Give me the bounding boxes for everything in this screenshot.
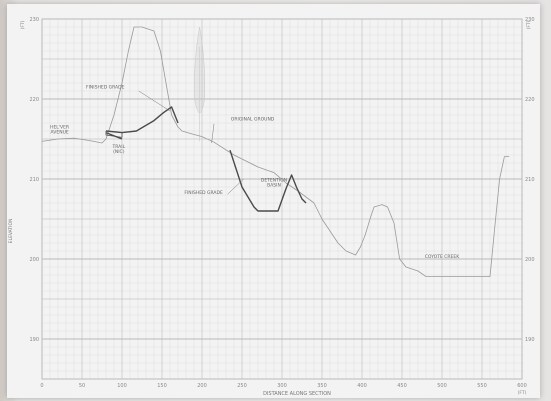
y-tick-label-left: 230 xyxy=(29,17,39,23)
annotation-label: COYOTE CREEK xyxy=(425,254,460,260)
y-axis-label: ELEVATION xyxy=(8,219,14,244)
y-tick-label-right: 190 xyxy=(525,337,535,343)
x-tick-label: 100 xyxy=(117,383,127,389)
y-tick-label-right: 230 xyxy=(525,17,535,23)
annotation-label-line2: BASIN xyxy=(267,182,281,188)
annotation-label: FINISHED GRADE xyxy=(184,190,223,196)
drawing-sheet: HEL'VER AVENUE FINISHED GRADE TRAIL (NIC) ORI… xyxy=(7,4,540,398)
y-tick-label-right: 200 xyxy=(525,257,535,263)
leader-line xyxy=(211,123,215,144)
x-tick-label: 50 xyxy=(79,383,85,389)
series-layer xyxy=(41,26,510,278)
x-axis-label: DISTANCE ALONG SECTION xyxy=(263,391,331,397)
leader-line xyxy=(138,90,171,112)
x-tick-label: 500 xyxy=(437,383,447,389)
tick-labels: 0 50 100 150 200 250 300 350 400 450 500 550 600 230 2… xyxy=(29,17,534,389)
series-line-finished-grade xyxy=(105,106,179,134)
x-tick-label: 450 xyxy=(397,383,407,389)
x-tick-label: 300 xyxy=(277,383,287,389)
annotation-label-line2: (NIC) xyxy=(113,149,125,155)
tree-outline xyxy=(194,26,206,142)
y-tick-label-left: 190 xyxy=(29,337,39,343)
annotation-label: FINISHED GRADE xyxy=(86,85,125,91)
y-tick-label-left: 210 xyxy=(29,177,39,183)
x-tick-label: 350 xyxy=(317,383,327,389)
y-tick-label-right: 220 xyxy=(525,97,535,103)
annotation-label: HEL'VER xyxy=(50,125,69,131)
leader-lines xyxy=(138,90,244,195)
y-tick-label-left: 220 xyxy=(29,97,39,103)
y-unit-label-left: (FT) xyxy=(20,20,26,29)
x-tick-label: 0 xyxy=(40,383,43,389)
annotation-label: ORIGINAL GROUND xyxy=(231,117,275,123)
x-tick-label: 600 xyxy=(517,383,527,389)
x-tick-label: 400 xyxy=(357,383,367,389)
y-tick-label-right: 210 xyxy=(525,177,535,183)
y-unit-label-right: (FT) xyxy=(526,20,532,29)
series-line-finished-grade xyxy=(229,149,307,212)
reference-lines xyxy=(42,98,522,340)
tree-symbol xyxy=(194,26,206,142)
y-tick-label-left: 200 xyxy=(29,257,39,263)
x-tick-label: 550 xyxy=(477,383,487,389)
x-tick-label: 250 xyxy=(237,383,247,389)
plot-border xyxy=(41,18,523,380)
x-tick-label: 150 xyxy=(157,383,167,389)
annotation-label: DETENTION xyxy=(261,177,287,183)
x-unit-label: (FT) xyxy=(518,390,527,396)
series-line-original-ground xyxy=(41,26,510,278)
annotation-label-line2: AVENUE xyxy=(50,130,68,136)
x-tick-label: 200 xyxy=(197,383,207,389)
annotation-label: TRAIL xyxy=(111,144,125,150)
leader-line xyxy=(227,178,244,195)
series-line-trail xyxy=(105,131,123,138)
